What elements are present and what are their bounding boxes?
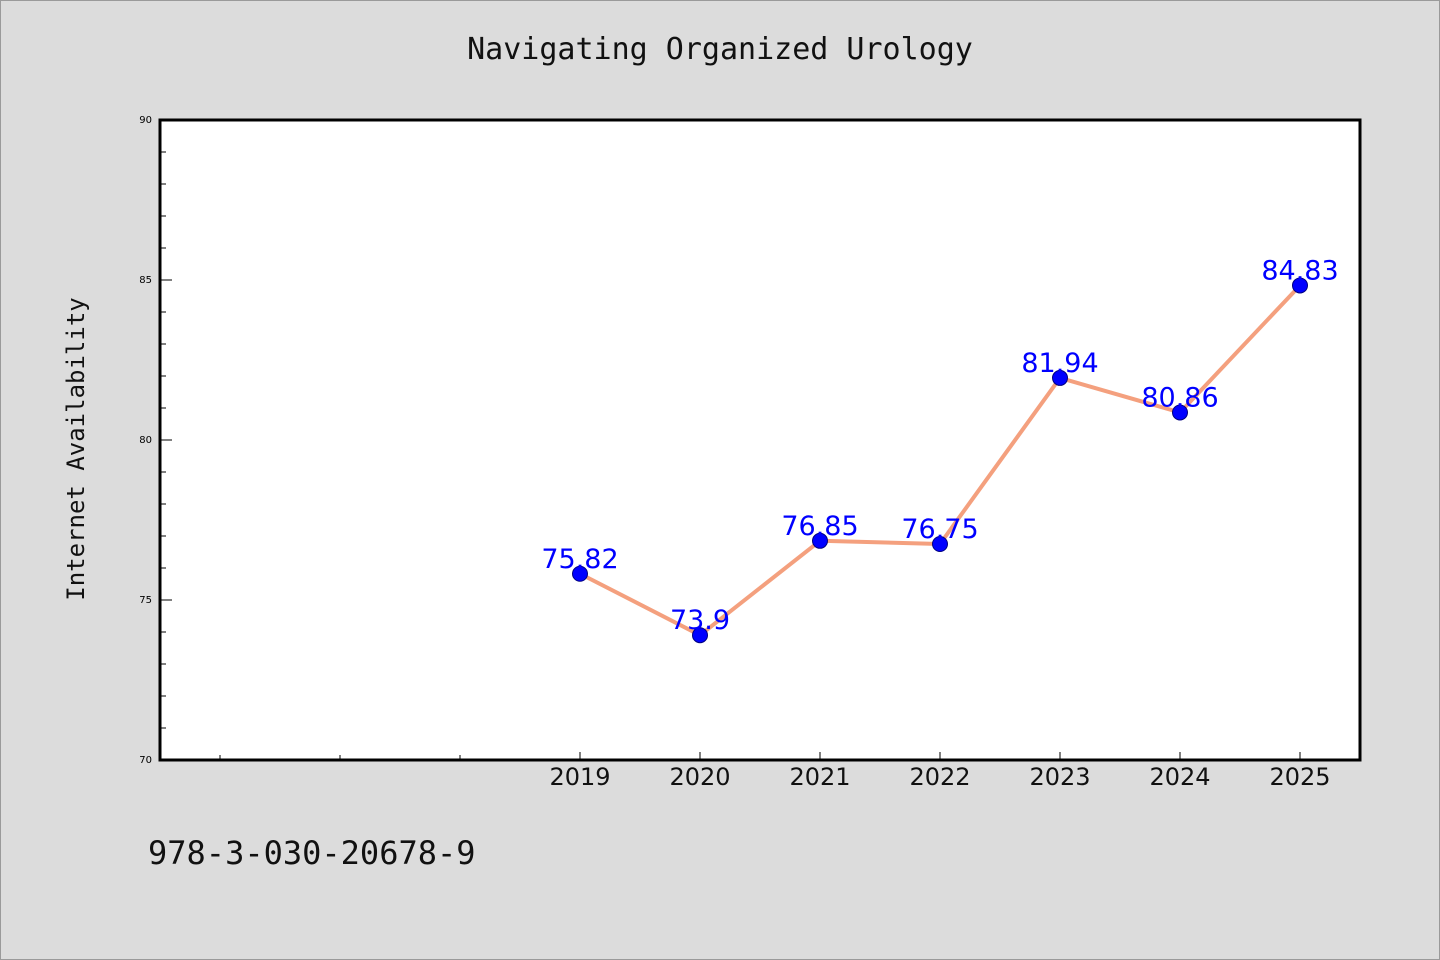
plot-area (160, 120, 1360, 760)
x-tick-label: 2022 (909, 763, 970, 791)
data-point (572, 565, 588, 582)
x-tick-label: 2021 (789, 763, 850, 791)
chart-title: Navigating Organized Urology (467, 32, 973, 67)
x-tick-label: 2024 (1149, 763, 1210, 791)
data-point (1172, 404, 1188, 421)
data-label: 81.94 (1021, 348, 1098, 379)
plot-border (158, 118, 1362, 762)
y-tick-label: 85 (139, 275, 152, 286)
data-point (1292, 277, 1308, 294)
data-label: 80.86 (1141, 382, 1218, 413)
data-label: 84.83 (1261, 255, 1338, 286)
data-label: 76.85 (781, 511, 858, 542)
x-tick-label: 2023 (1029, 763, 1090, 791)
data-point (1052, 369, 1068, 386)
footer-code: 978-3-030-20678-9 (148, 834, 476, 872)
data-point (692, 627, 708, 644)
data-label: 73.9 (670, 605, 730, 636)
data-point (812, 532, 828, 549)
y-tick-label: 70 (139, 755, 152, 766)
x-tick-label: 2019 (549, 763, 610, 791)
y-tick-label: 80 (139, 435, 152, 446)
y-tick-label: 90 (139, 115, 152, 126)
data-label: 75.82 (541, 544, 618, 575)
x-tick-label: 2020 (669, 763, 730, 791)
y-tick-label: 75 (139, 595, 152, 606)
x-tick-label: 2025 (1269, 763, 1330, 791)
data-point (932, 536, 948, 552)
data-label: 76.75 (901, 514, 978, 545)
